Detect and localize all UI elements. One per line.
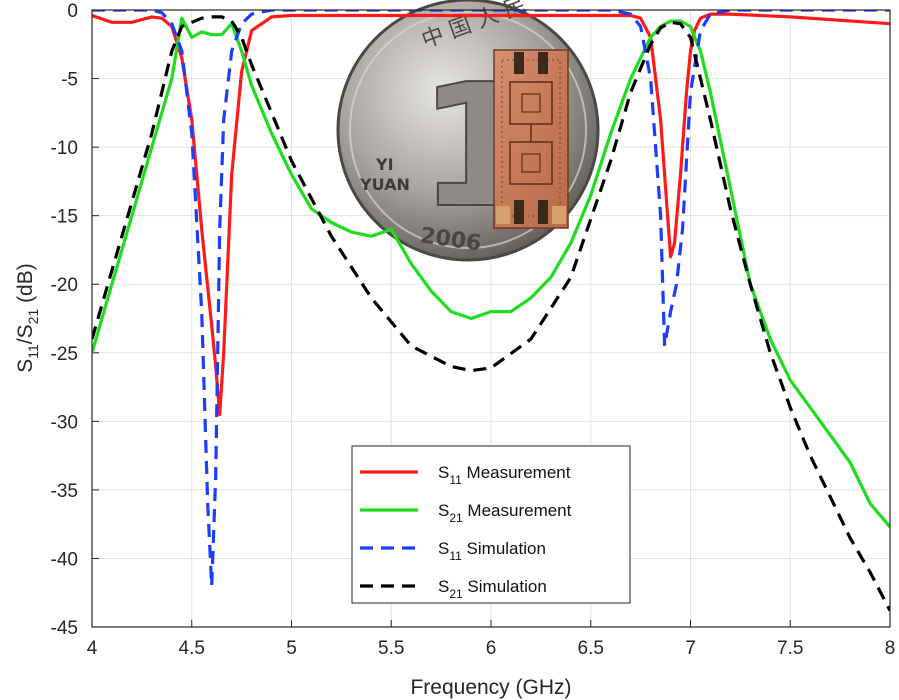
x-tick-label: 8: [885, 638, 896, 659]
x-tick-label: 4.5: [179, 638, 205, 659]
y-tick-label: -5: [61, 70, 78, 91]
series-line-s11-measurement: [92, 12, 890, 417]
x-tick-label: 5.5: [378, 638, 404, 659]
legend-entry: S11 Measurement: [438, 463, 571, 487]
x-tick-label: 7: [685, 638, 696, 659]
inset-photo: 中 国 人 民 1 YI YUAN 2006: [336, 0, 600, 262]
y-tick-label: -40: [51, 549, 78, 570]
y-tick-label: 0: [67, 1, 78, 22]
y-tick-label: -20: [51, 275, 78, 296]
y-tick-label: -35: [51, 481, 78, 502]
y-tick-label: -45: [51, 618, 78, 639]
x-tick-label: 7.5: [777, 638, 803, 659]
y-axis-label: S11/S21 (dB): [14, 263, 41, 373]
y-tick-label: -10: [51, 138, 78, 159]
x-tick-label: 6.5: [578, 638, 604, 659]
series-lines: [92, 10, 890, 612]
plot-frame: [91, 9, 891, 628]
x-tick-label: 6: [486, 638, 497, 659]
series-line-s21-simulation: [92, 15, 890, 612]
x-axis-label: Frequency (GHz): [410, 676, 571, 699]
y-tick-label: -25: [51, 344, 78, 365]
pcb-filter: [493, 49, 569, 229]
legend-entry: S21 Measurement: [438, 501, 572, 525]
legend-entry: S11 Simulation: [438, 539, 546, 563]
coin-rim: [349, 11, 587, 249]
series-line-s11-simulation: [92, 10, 890, 588]
legend-entry: S21 Simulation: [438, 577, 547, 601]
y-axis-ticks: 0 -5 -10 -15 -20 -25 -30 -35 -40 -45: [51, 1, 99, 639]
coin-text-yi: YI: [375, 155, 394, 174]
y-tick-label: -15: [51, 207, 78, 228]
y-tick-label: -30: [51, 412, 78, 433]
series-line-s21-measurement: [92, 16, 890, 528]
x-tick-label: 5: [286, 638, 297, 659]
x-tick-label: 4: [87, 638, 98, 659]
legend: S11 Measurement S21 Measurement S11 Simula…: [351, 445, 631, 604]
coin-text-yuan: YUAN: [359, 175, 410, 194]
